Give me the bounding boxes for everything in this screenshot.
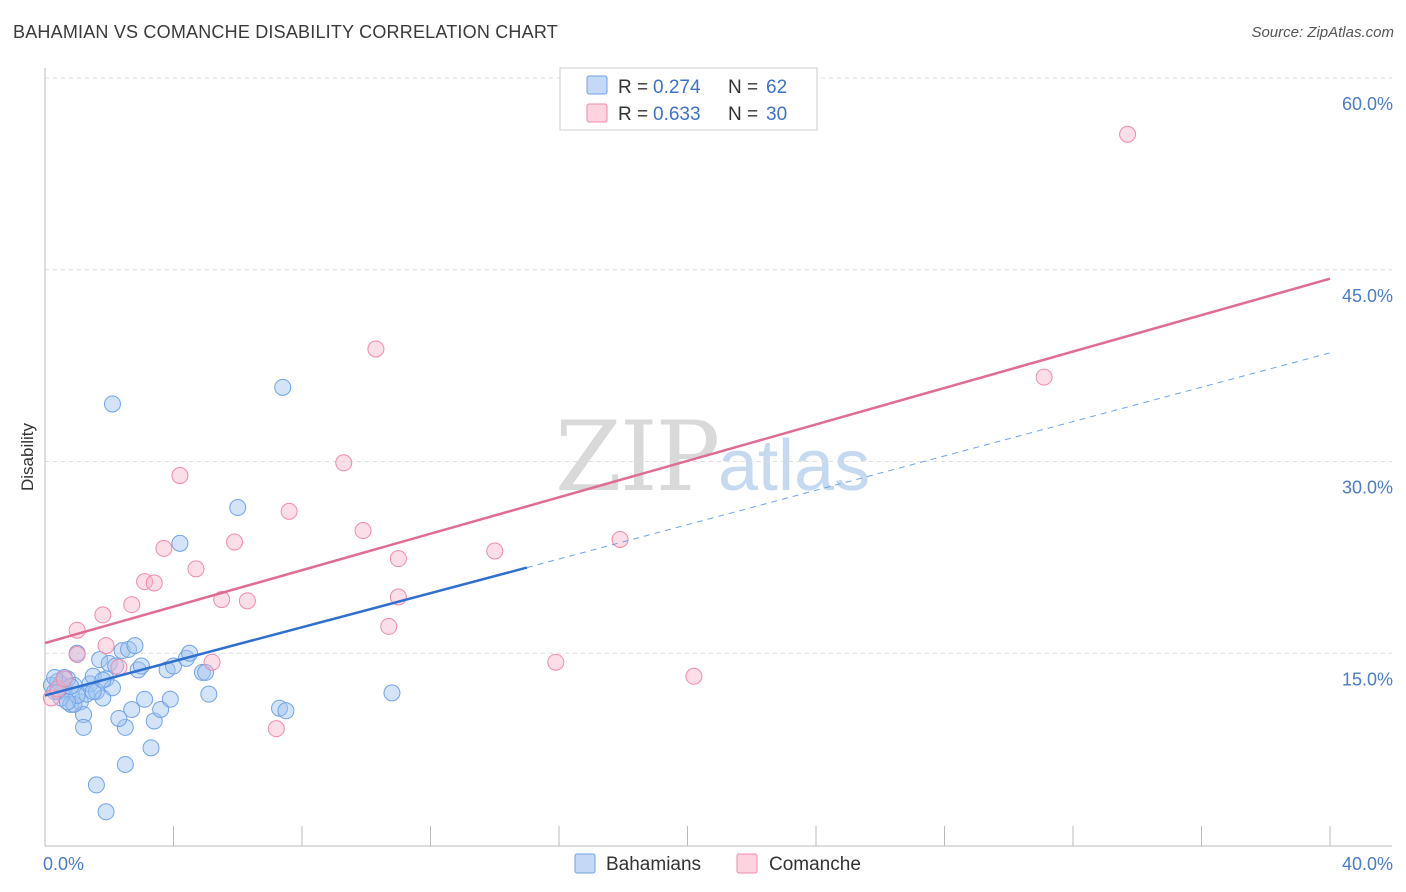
point-comanche-28: [685, 667, 703, 685]
chart-title: BAHAMIAN VS COMANCHE DISABILITY CORRELAT…: [13, 22, 558, 42]
source-credit: Source: ZipAtlas.com: [1251, 24, 1394, 41]
x-tick-label-max: 40.0%: [1342, 854, 1393, 874]
point-bahamians-40: [200, 685, 218, 703]
point-comanche-15: [213, 591, 231, 609]
x-tick-marks: [173, 826, 1331, 846]
point-bahamians-60: [110, 709, 128, 727]
legend-n-value-1: 62: [766, 77, 787, 98]
point-comanche-20: [354, 522, 372, 540]
point-comanche-21: [367, 340, 385, 358]
trend-line-bahamians: [44, 566, 528, 697]
point-bahamians-46: [103, 395, 121, 413]
grid-lines: [45, 77, 1392, 654]
point-bahamians-35: [171, 534, 189, 552]
point-comanche-23: [389, 550, 407, 568]
point-bahamians-43: [274, 378, 292, 396]
point-comanche-26: [547, 653, 565, 671]
legend-n-label-2: N =: [728, 104, 758, 125]
point-bahamians-33: [161, 690, 179, 708]
point-comanche-30: [1119, 125, 1137, 143]
point-bahamians-15: [91, 651, 109, 669]
point-comanche-3: [68, 646, 86, 664]
legend-swatch-comanche: [586, 103, 608, 123]
point-comanche-12: [171, 467, 189, 485]
bottom-legend-comanche: Comanche: [769, 854, 861, 875]
y-tick-label-15: 15.0%: [1342, 669, 1393, 689]
point-bahamians-45: [383, 684, 401, 702]
point-comanche-16: [226, 533, 244, 551]
point-comanche-27: [611, 530, 629, 548]
point-comanche-17: [238, 592, 256, 610]
bottom-legend-bahamians: Bahamians: [606, 854, 701, 875]
watermark-zip: ZIP: [555, 401, 718, 513]
point-bahamians-41: [229, 499, 247, 517]
point-comanche-11: [155, 539, 173, 557]
legend: R = 0.274 N = 62 R = 0.633 N = 30: [559, 67, 818, 131]
y-tick-label-30: 30.0%: [1342, 478, 1393, 498]
y-tick-label-60: 60.0%: [1342, 94, 1393, 114]
trend-lines: [44, 277, 1331, 697]
point-bahamians-44: [277, 702, 295, 720]
point-comanche-29: [1035, 368, 1053, 386]
point-bahamians-28: [136, 690, 154, 708]
legend-r-value-2: 0.633: [653, 104, 701, 125]
point-comanche-14: [203, 653, 221, 671]
legend-r-label-1: R =: [618, 77, 648, 98]
point-bahamians-22: [116, 718, 134, 736]
point-comanche-2: [55, 670, 73, 688]
legend-r-label-2: R =: [618, 104, 648, 125]
legend-n-value-2: 30: [766, 104, 787, 125]
point-bahamians-25: [126, 637, 144, 655]
point-bahamians-47: [97, 803, 115, 821]
point-comanche-19: [335, 454, 353, 472]
y-tick-labels: 15.0% 30.0% 45.0% 60.0%: [1342, 94, 1393, 689]
point-comanche-8: [123, 596, 141, 614]
point-comanche-18: [280, 502, 298, 520]
bottom-legend-swatch-comanche: [736, 853, 758, 874]
point-bahamians-29: [142, 739, 160, 757]
point-comanche-13: [187, 560, 205, 578]
y-axis-label: Disability: [18, 422, 37, 491]
bottom-legend: Bahamians Comanche: [574, 853, 861, 875]
watermark-atlas: atlas: [718, 426, 870, 506]
trend-line-comanche: [44, 277, 1331, 645]
point-comanche-22: [380, 617, 398, 635]
point-comanche-10: [145, 574, 163, 592]
axes: [44, 68, 1392, 847]
legend-n-label-1: N =: [728, 77, 758, 98]
point-comanche-4: [97, 637, 115, 655]
point-comanche-5: [94, 606, 112, 624]
legend-r-value-1: 0.274: [653, 77, 701, 98]
point-bahamians-39: [197, 663, 215, 681]
point-bahamians-48: [87, 776, 105, 794]
point-bahamians-49: [116, 755, 134, 773]
legend-swatch-bahamians: [586, 75, 608, 95]
point-comanche-7: [110, 658, 128, 676]
point-bahamians-59: [58, 693, 76, 711]
x-tick-label-min: 0.0%: [43, 854, 84, 874]
point-bahamians-21: [113, 642, 131, 660]
y-tick-label-45: 45.0%: [1342, 286, 1393, 306]
point-bahamians-50: [75, 718, 93, 736]
point-comanche-25: [486, 542, 504, 560]
point-comanche-31: [267, 720, 285, 738]
point-bahamians-24: [123, 700, 141, 718]
bottom-legend-swatch-bahamians: [574, 853, 596, 874]
